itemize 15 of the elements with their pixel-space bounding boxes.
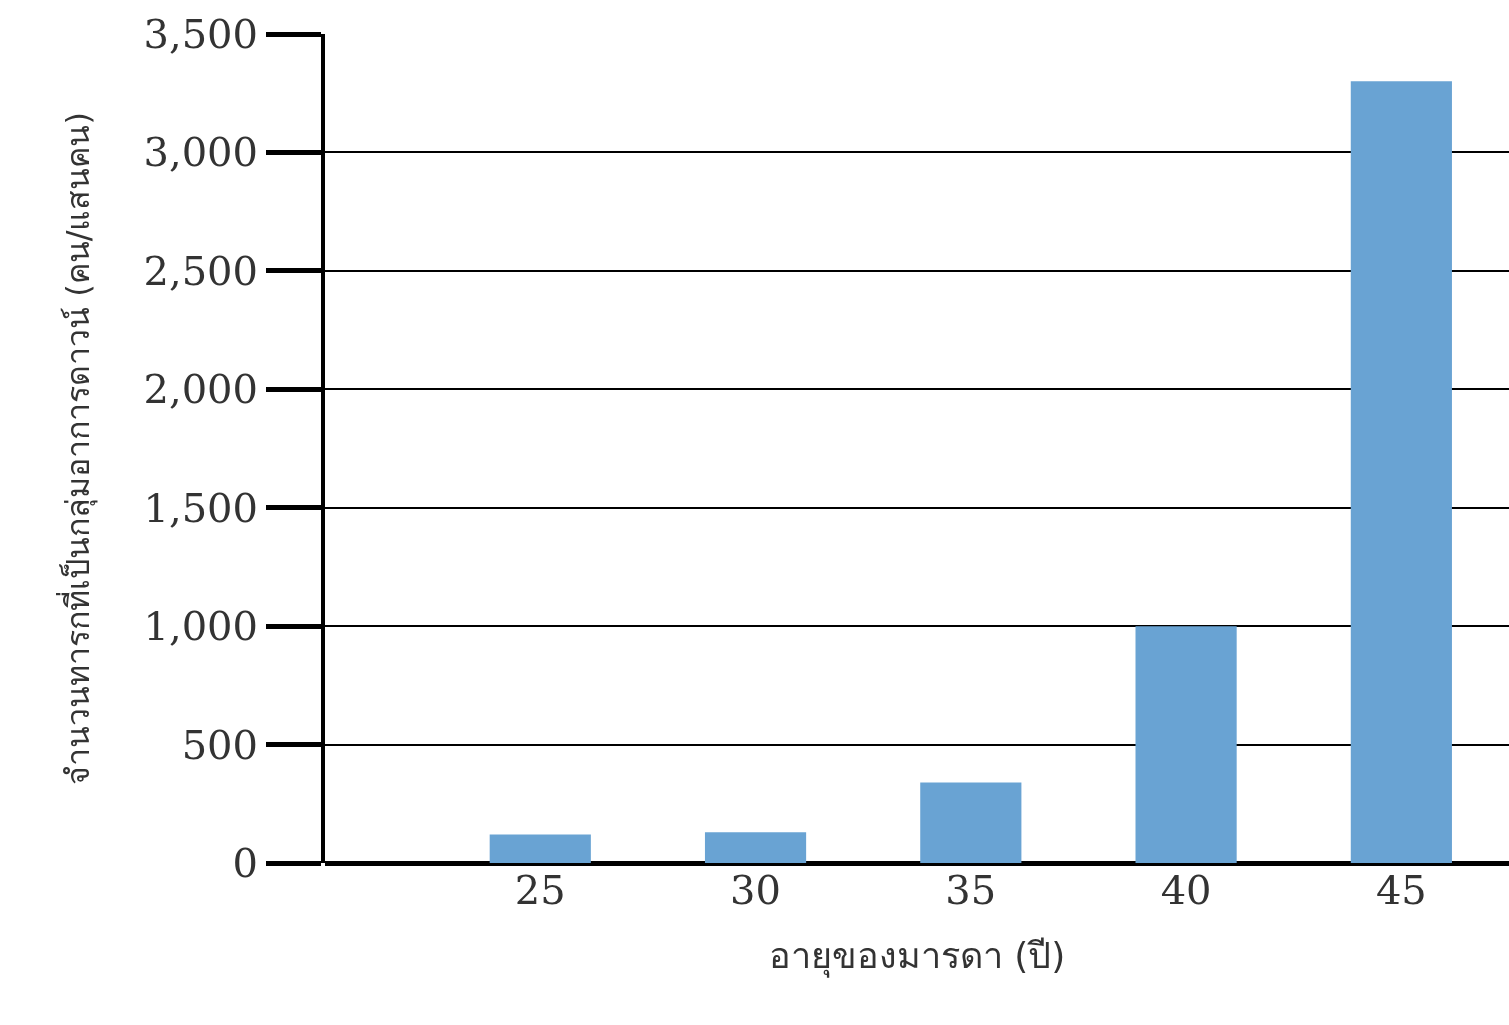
y-tick-label: 1,500 [143,484,258,531]
y-tick-label: 0 [232,840,258,886]
y-tick-label: 3,500 [143,11,258,57]
x-tick-label: 45 [1375,867,1427,913]
x-tick-label: 30 [730,867,781,913]
x-tick-label: 25 [514,867,566,913]
y-tick-label: 2,000 [143,366,258,413]
y-axis-title: จำนวนทารกที่เป็นกลุ่มอาการดาวน์ (คน/แสนคน) [56,112,99,785]
x-tick-label: 35 [945,867,997,913]
y-tick-label: 3,000 [143,129,258,176]
y-tick-label: 500 [181,721,258,768]
y-tick-label: 1,000 [143,603,258,650]
y-tick-label: 2,500 [143,247,258,294]
x-axis-title: อายุของมารดา (ปี) [768,934,1066,978]
x-tick-label: 40 [1160,867,1212,913]
